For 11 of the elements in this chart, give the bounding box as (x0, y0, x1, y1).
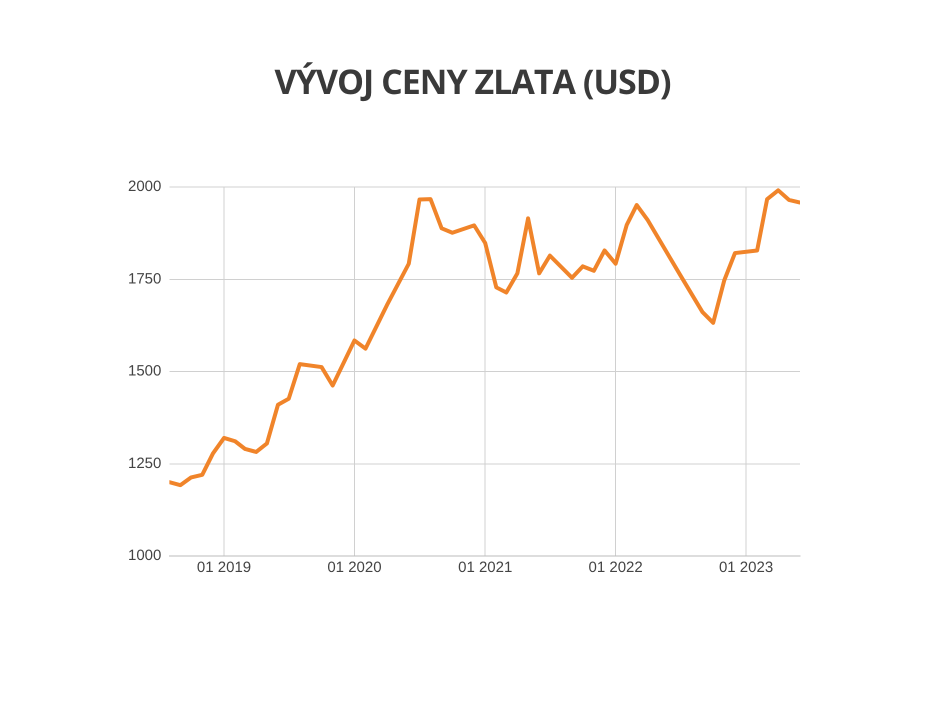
y-tick-label: 1250 (128, 454, 162, 472)
y-tick-label: 1750 (128, 270, 162, 288)
y-tick-label: 2000 (128, 178, 162, 196)
x-tick-label: 01 2019 (196, 559, 252, 576)
x-tick-label: 01 2020 (327, 559, 382, 576)
y-tick-label: 1500 (128, 362, 162, 380)
y-tick-label: 1000 (128, 547, 162, 564)
x-tick-label: 01 2023 (718, 559, 774, 576)
chart-title: VÝVOJ CENY ZLATA (USD) (274, 58, 672, 104)
x-tick-label: 01 2021 (458, 559, 512, 576)
x-tick-label: 01 2022 (588, 559, 643, 576)
